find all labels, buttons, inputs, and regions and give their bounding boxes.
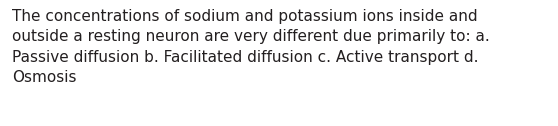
Text: The concentrations of sodium and potassium ions inside and
outside a resting neu: The concentrations of sodium and potassi…: [12, 9, 490, 85]
